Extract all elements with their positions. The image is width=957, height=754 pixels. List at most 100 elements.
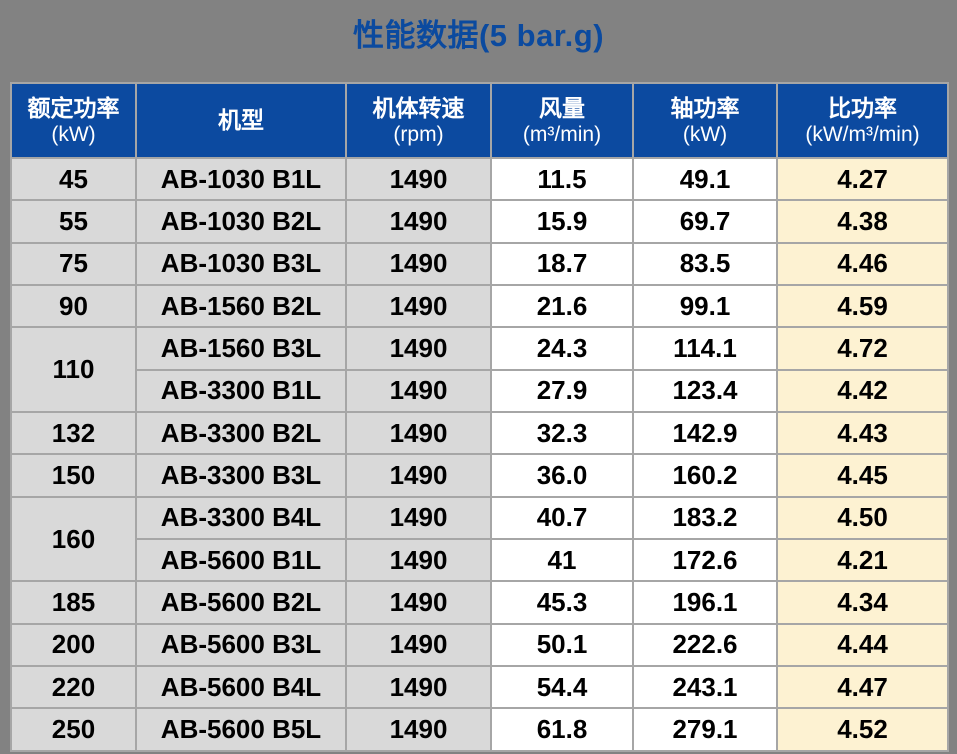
cell-model: AB-5600 B4L <box>135 665 347 710</box>
header-specific-power-label: 比功率 <box>828 94 897 121</box>
cell-model: AB-1560 B2L <box>135 284 347 329</box>
header-speed-label: 机体转速 <box>372 94 465 121</box>
cell-flow: 41 <box>490 538 634 583</box>
cell-rated-power: 75 <box>10 241 137 287</box>
cell-specific-power: 4.43 <box>776 411 949 456</box>
table-row: 132 AB-3300 B2L 1490 32.3 142.9 4.43 <box>10 411 949 456</box>
cell-model: AB-3300 B2L <box>135 411 347 456</box>
cell-specific-power: 4.47 <box>776 665 949 710</box>
cell-specific-power: 4.27 <box>776 156 949 202</box>
cell-rated-power: 185 <box>10 580 137 625</box>
cell-specific-power: 4.50 <box>776 495 949 541</box>
cell-rated-power: 250 <box>10 707 137 752</box>
cell-flow: 21.6 <box>490 284 634 329</box>
header-flow: 风量 (m³/min) <box>490 82 634 159</box>
table-row: 75 AB-1030 B3L 1490 18.7 83.5 4.46 <box>10 241 949 287</box>
cell-shaft-power: 83.5 <box>632 241 778 287</box>
cell-speed: 1490 <box>345 622 492 668</box>
cell-model: AB-5600 B5L <box>135 707 347 752</box>
cell-speed: 1490 <box>345 326 492 371</box>
cell-shaft-power: 183.2 <box>632 495 778 541</box>
cell-model: AB-5600 B1L <box>135 538 347 583</box>
cell-rated-power: 160 <box>10 495 137 583</box>
cell-shaft-power: 123.4 <box>632 368 778 414</box>
cell-speed: 1490 <box>345 411 492 456</box>
cell-flow: 50.1 <box>490 622 634 668</box>
cell-shaft-power: 243.1 <box>632 665 778 710</box>
cell-speed: 1490 <box>345 241 492 287</box>
cell-speed: 1490 <box>345 368 492 414</box>
cell-flow: 61.8 <box>490 707 634 752</box>
page-title: 性能数据(5 bar.g) <box>352 18 605 53</box>
header-rated-power-label: 额定功率 <box>27 94 120 121</box>
cell-speed: 1490 <box>345 199 492 244</box>
table-row: 45 AB-1030 B1L 1490 11.5 49.1 4.27 <box>10 156 949 202</box>
cell-rated-power: 55 <box>10 199 137 244</box>
cell-rated-power: 200 <box>10 622 137 668</box>
header-model: 机型 <box>135 82 347 159</box>
header-flow-label: 风量 <box>539 94 585 121</box>
table-header: 额定功率 (kW) 机型 机体转速 (rpm) 风量 (m³/min) 轴功率 … <box>10 82 949 159</box>
header-specific-power-unit: (kW/m³/min) <box>805 123 920 147</box>
cell-model: AB-1030 B2L <box>135 199 347 244</box>
cell-speed: 1490 <box>345 495 492 541</box>
cell-rated-power: 150 <box>10 453 137 498</box>
cell-flow: 15.9 <box>490 199 634 244</box>
cell-shaft-power: 142.9 <box>632 411 778 456</box>
header-rated-power: 额定功率 (kW) <box>10 82 137 159</box>
header-shaft-power-label: 轴功率 <box>670 94 740 121</box>
cell-flow: 27.9 <box>490 368 634 414</box>
cell-speed: 1490 <box>345 156 492 202</box>
cell-flow: 32.3 <box>490 411 634 456</box>
cell-specific-power: 4.34 <box>776 580 949 625</box>
cell-rated-power: 132 <box>10 411 137 456</box>
table-row: 55 AB-1030 B2L 1490 15.9 69.7 4.38 <box>10 199 949 244</box>
cell-speed: 1490 <box>345 707 492 752</box>
cell-model: AB-1030 B3L <box>135 241 347 287</box>
cell-model: AB-3300 B1L <box>135 368 347 414</box>
cell-speed: 1490 <box>345 538 492 583</box>
header-model-label: 机型 <box>218 107 264 134</box>
cell-specific-power: 4.72 <box>776 326 949 371</box>
header-speed: 机体转速 (rpm) <box>345 82 492 159</box>
cell-speed: 1490 <box>345 580 492 625</box>
cell-specific-power: 4.46 <box>776 241 949 287</box>
table-row: 160 AB-3300 B4L 1490 40.7 183.2 4.50 <box>10 495 949 583</box>
table-row: 200 AB-5600 B3L 1490 50.1 222.6 4.44 <box>10 622 949 668</box>
cell-flow: 11.5 <box>490 156 634 202</box>
performance-table: 额定功率 (kW) 机型 机体转速 (rpm) 风量 (m³/min) 轴功率 … <box>10 82 949 752</box>
header-flow-unit: (m³/min) <box>522 123 602 147</box>
table-row: 250 AB-5600 B5L 1490 61.8 279.1 4.52 <box>10 707 949 752</box>
cell-model: AB-5600 B2L <box>135 580 347 625</box>
cell-shaft-power: 222.6 <box>632 622 778 668</box>
header-speed-unit: (rpm) <box>393 123 444 147</box>
cell-shaft-power: 196.1 <box>632 580 778 625</box>
cell-shaft-power: 114.1 <box>632 326 778 371</box>
cell-speed: 1490 <box>345 284 492 329</box>
header-specific-power: 比功率 (kW/m³/min) <box>776 82 949 159</box>
cell-flow: 40.7 <box>490 495 634 541</box>
cell-specific-power: 4.52 <box>776 707 949 752</box>
cell-rated-power: 110 <box>10 326 137 414</box>
cell-model: AB-3300 B3L <box>135 453 347 498</box>
cell-shaft-power: 99.1 <box>632 284 778 329</box>
cell-speed: 1490 <box>345 665 492 710</box>
cell-model: AB-1030 B1L <box>135 156 347 202</box>
table-row: 90 AB-1560 B2L 1490 21.6 99.1 4.59 <box>10 284 949 329</box>
table-row: AB-3300 B1L 1490 27.9 123.4 4.42 <box>11 368 949 414</box>
cell-flow: 45.3 <box>490 580 634 625</box>
cell-flow: 36.0 <box>490 453 634 498</box>
cell-flow: 54.4 <box>490 665 634 710</box>
cell-specific-power: 4.44 <box>776 622 949 668</box>
cell-rated-power: 90 <box>10 284 137 329</box>
cell-shaft-power: 49.1 <box>632 156 778 202</box>
header-shaft-power-unit: (kW) <box>682 123 728 147</box>
cell-model: AB-1560 B3L <box>135 326 347 371</box>
table-row: 150 AB-3300 B3L 1490 36.0 160.2 4.45 <box>10 453 949 498</box>
cell-model: AB-5600 B3L <box>135 622 347 668</box>
cell-specific-power: 4.21 <box>776 538 949 583</box>
cell-model: AB-3300 B4L <box>135 495 347 541</box>
cell-specific-power: 4.59 <box>776 284 949 329</box>
table-row: AB-5600 B1L 1490 41 172.6 4.21 <box>11 538 949 583</box>
table-row: 220 AB-5600 B4L 1490 54.4 243.1 4.47 <box>10 665 949 710</box>
